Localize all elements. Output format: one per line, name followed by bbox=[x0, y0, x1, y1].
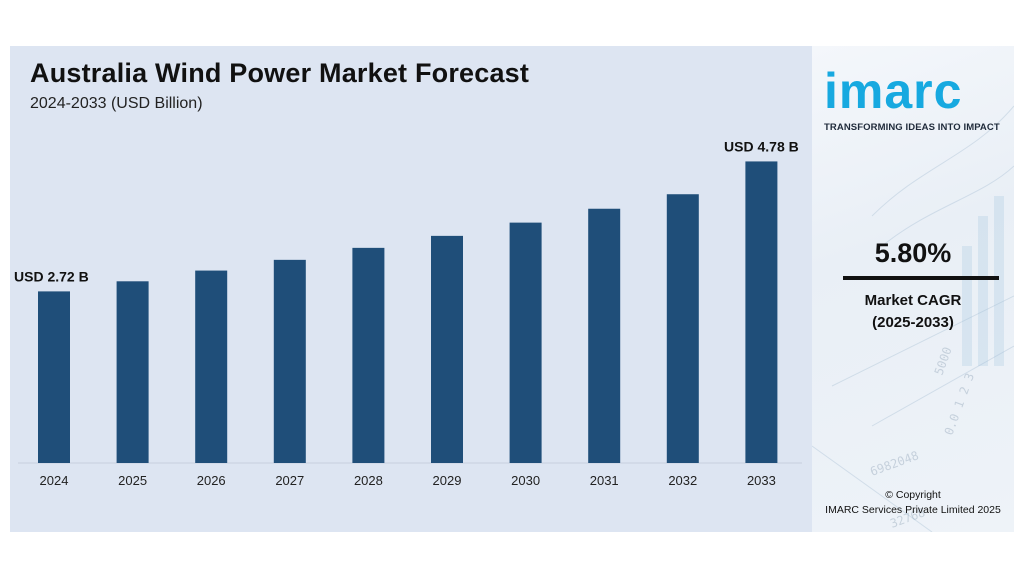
x-tick-label-2031: 2031 bbox=[590, 473, 619, 488]
x-tick-label-2029: 2029 bbox=[433, 473, 462, 488]
data-label-2024: USD 2.72 B bbox=[14, 268, 89, 284]
logo-wordmark: imarc bbox=[824, 63, 963, 119]
chart-title: Australia Wind Power Market Forecast bbox=[30, 58, 530, 88]
x-tick-label-2025: 2025 bbox=[118, 473, 147, 488]
x-tick-label-2028: 2028 bbox=[354, 473, 383, 488]
x-tick-label-2030: 2030 bbox=[511, 473, 540, 488]
bar-2028 bbox=[352, 247, 385, 463]
bar-2031 bbox=[588, 208, 621, 463]
cagr-label: Market CAGR (2025-2033) bbox=[812, 290, 1014, 334]
svg-text:5000: 5000 bbox=[932, 345, 955, 377]
x-tick-label-2033: 2033 bbox=[747, 473, 776, 488]
cagr-label-line1: Market CAGR bbox=[864, 292, 962, 309]
bar-2029 bbox=[431, 235, 463, 463]
cagr-value: 5.80% bbox=[874, 238, 952, 268]
x-tick-label-2026: 2026 bbox=[197, 473, 226, 488]
bar-chart: 2024 USD 2.72 B 2025 2026 2027 2028 2029 2030 20… bbox=[14, 138, 802, 488]
bar-2033 bbox=[745, 161, 778, 463]
bar-2032 bbox=[666, 194, 699, 463]
logo-tagline: TRANSFORMING IDEAS INTO IMPACT bbox=[824, 122, 1000, 133]
background-decoration: 5000 0.0 1 2 3 6982048 32768 bbox=[812, 105, 1014, 532]
x-tick-label-2027: 2027 bbox=[275, 473, 304, 488]
bar-2027 bbox=[273, 259, 306, 463]
x-tick-label-2032: 2032 bbox=[668, 473, 697, 488]
cagr-divider bbox=[843, 276, 999, 280]
cagr-label-period: (2025-2033) bbox=[872, 314, 954, 331]
copyright-line2: IMARC Services Private Limited 2025 bbox=[825, 504, 1001, 516]
imarc-logo: imarc TRANSFORMING IDEAS INTO IMPACT bbox=[824, 66, 1004, 133]
svg-text:6982048: 6982048 bbox=[868, 448, 920, 478]
x-tick-label-2024: 2024 bbox=[40, 473, 69, 488]
infographic-frame: Australia Wind Power Market Forecast 202… bbox=[10, 46, 1014, 532]
bar-2025 bbox=[116, 281, 149, 463]
side-panel: 5000 0.0 1 2 3 6982048 32768 imarc TRANS… bbox=[812, 46, 1014, 532]
bar-2024 bbox=[38, 291, 70, 463]
bar-2030 bbox=[509, 222, 542, 463]
copyright-notice: © Copyright IMARC Services Private Limit… bbox=[812, 488, 1014, 518]
data-label-2033: USD 4.78 B bbox=[724, 138, 799, 154]
svg-text:0.0 1 2 3: 0.0 1 2 3 bbox=[942, 371, 977, 437]
chart-subtitle: 2024-2033 (USD Billion) bbox=[30, 95, 203, 112]
bar-2026 bbox=[195, 270, 228, 463]
copyright-line1: © Copyright bbox=[885, 489, 941, 501]
chart-panel: Australia Wind Power Market Forecast 202… bbox=[10, 46, 812, 532]
